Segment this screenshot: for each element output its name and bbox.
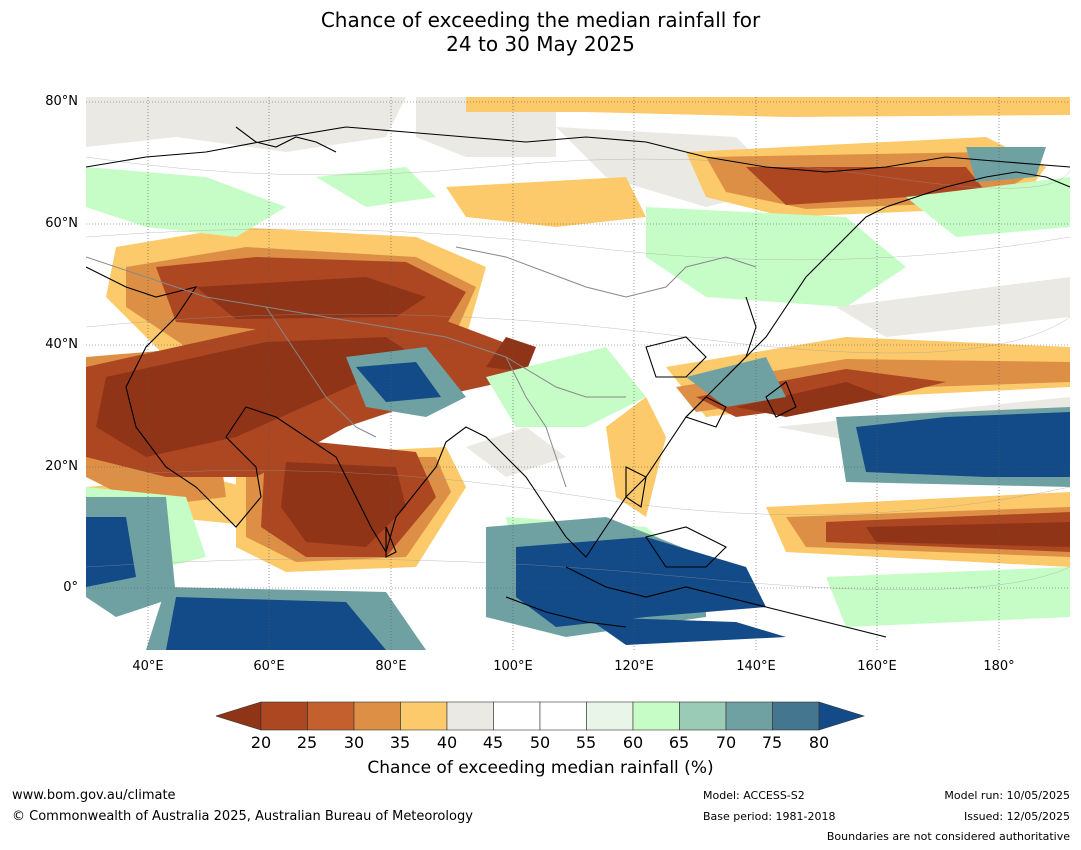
title-line-2: 24 to 30 May 2025 [446,32,635,56]
colorbar-70-75 [725,701,773,731]
colorbar-65-70 [679,701,727,731]
colorbar-tick-35: 35 [389,733,411,752]
colorbar-tick-55: 55 [575,733,597,752]
lat-label-0: 0° [63,580,78,595]
contour-lines [86,156,1070,591]
colorbar-50-55 [539,701,587,731]
colorbar [216,701,866,731]
lat-label-80n: 80°N [45,94,78,109]
colorbar-75-80 [772,701,820,731]
issued-date: Issued: 12/05/2025 [963,810,1070,823]
lon-label-140e: 140°E [736,659,776,674]
country-borders [86,246,757,488]
colorbar-above-80 [818,701,866,731]
colorbar-55-60 [586,701,634,731]
colorbar-tick-65: 65 [668,733,690,752]
boundaries-disclaimer: Boundaries are not considered authoritat… [826,830,1070,843]
title-line-1: Chance of exceeding the median rainfall … [320,8,761,32]
colorbar-tick-80: 80 [808,733,830,752]
copyright-text: © Commonwealth of Australia 2025, Austra… [12,809,473,824]
colorbar-35-40 [400,701,448,731]
colorbar-30-35 [353,701,401,731]
lat-label-40n: 40°N [45,337,78,352]
model-name: Model: ACCESS-S2 [703,789,805,802]
colorbar-below-20 [216,701,262,731]
colorbar-20-25 [260,701,308,731]
lon-label-100e: 100°E [493,659,533,674]
rainfall-map[interactable] [86,97,1070,650]
colorbar-tick-75: 75 [761,733,783,752]
lon-label-40e: 40°E [132,659,164,674]
colorbar-25-30 [307,701,355,731]
lat-label-20n: 20°N [45,459,78,474]
colorbar-60-65 [632,701,680,731]
colorbar-tick-50: 50 [529,733,551,752]
lat-label-60n: 60°N [45,216,78,231]
colorbar-tick-30: 30 [343,733,365,752]
colorbar-tick-60: 60 [622,733,644,752]
map-canvas [86,97,1070,650]
chart-title: Chance of exceeding the median rainfall … [0,8,1081,56]
shade-below-20 [96,277,1070,547]
lon-label-60e: 60°E [253,659,285,674]
base-period: Base period: 1981-2018 [703,810,836,823]
coastlines [86,126,1070,638]
website-link[interactable]: www.bom.gov.au/climate [12,788,176,803]
colorbar-tick-70: 70 [715,733,737,752]
lon-label-120e: 120°E [614,659,654,674]
lon-label-80e: 80°E [375,659,407,674]
colorbar-tick-45: 45 [482,733,504,752]
colorbar-45-50 [493,701,541,731]
colorbar-tick-25: 25 [296,733,318,752]
colorbar-title: Chance of exceeding median rainfall (%) [367,758,714,778]
colorbar-40-45 [446,701,494,731]
lon-label-160e: 160°E [857,659,897,674]
graticule [86,97,1070,650]
colorbar-tick-20: 20 [250,733,272,752]
model-run-date: Model run: 10/05/2025 [944,789,1070,802]
colorbar-tick-40: 40 [436,733,458,752]
shade-above-80 [86,362,1070,650]
lon-label-180: 180° [983,659,1015,674]
